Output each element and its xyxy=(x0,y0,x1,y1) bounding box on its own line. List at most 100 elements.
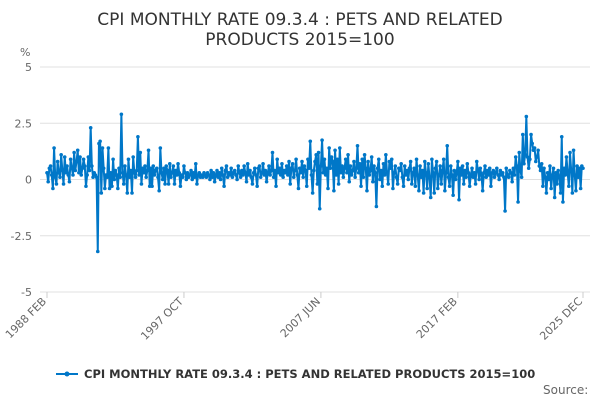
data-point[interactable] xyxy=(394,175,399,180)
data-point[interactable] xyxy=(45,170,49,175)
data-point[interactable] xyxy=(395,182,400,186)
data-point[interactable] xyxy=(296,186,301,191)
data-point[interactable] xyxy=(353,175,357,180)
data-point[interactable] xyxy=(376,157,381,162)
data-point[interactable] xyxy=(175,173,179,177)
data-point[interactable] xyxy=(230,175,235,180)
data-point[interactable] xyxy=(204,175,209,180)
data-point[interactable] xyxy=(306,157,310,162)
data-point[interactable] xyxy=(116,186,120,191)
data-point[interactable] xyxy=(438,164,442,168)
data-point[interactable] xyxy=(88,125,93,130)
data-point[interactable] xyxy=(440,168,445,173)
data-point[interactable] xyxy=(71,173,75,177)
data-point[interactable] xyxy=(433,166,438,171)
data-point[interactable] xyxy=(368,168,373,173)
data-point[interactable] xyxy=(563,173,568,177)
data-point[interactable] xyxy=(221,173,225,177)
data-point[interactable] xyxy=(262,173,267,177)
data-point[interactable] xyxy=(520,132,525,137)
data-point[interactable] xyxy=(111,157,115,162)
data-point[interactable] xyxy=(297,166,302,171)
data-point[interactable] xyxy=(361,175,366,180)
data-point[interactable] xyxy=(387,159,392,164)
data-point[interactable] xyxy=(410,182,414,186)
data-point[interactable] xyxy=(407,166,412,171)
data-point[interactable] xyxy=(137,173,141,177)
data-point[interactable] xyxy=(160,177,165,182)
data-point[interactable] xyxy=(336,182,341,186)
data-point[interactable] xyxy=(453,177,458,182)
data-point[interactable] xyxy=(243,170,248,175)
data-point[interactable] xyxy=(180,175,185,180)
data-point[interactable] xyxy=(341,175,346,180)
data-point[interactable] xyxy=(498,168,503,173)
data-point[interactable] xyxy=(401,184,406,189)
data-point[interactable] xyxy=(322,157,327,162)
data-point[interactable] xyxy=(437,173,441,177)
data-point[interactable] xyxy=(346,152,350,157)
data-point[interactable] xyxy=(526,166,531,171)
data-point[interactable] xyxy=(189,168,193,173)
data-point[interactable] xyxy=(461,182,466,186)
data-point[interactable] xyxy=(493,170,498,175)
data-point[interactable] xyxy=(275,157,280,162)
data-point[interactable] xyxy=(518,168,523,173)
data-point[interactable] xyxy=(236,164,241,168)
data-point[interactable] xyxy=(46,179,50,184)
data-point[interactable] xyxy=(65,164,69,168)
data-point[interactable] xyxy=(373,170,378,175)
data-point[interactable] xyxy=(193,161,198,166)
data-point[interactable] xyxy=(49,173,54,177)
data-point[interactable] xyxy=(556,168,561,173)
data-point[interactable] xyxy=(356,170,361,175)
data-point[interactable] xyxy=(252,166,257,171)
data-point[interactable] xyxy=(448,164,453,168)
data-point[interactable] xyxy=(51,186,55,191)
data-point[interactable] xyxy=(73,168,78,173)
data-point[interactable] xyxy=(267,164,271,168)
data-point[interactable] xyxy=(524,114,529,119)
data-point[interactable] xyxy=(535,155,539,159)
data-point[interactable] xyxy=(444,170,448,175)
data-point[interactable] xyxy=(184,177,189,182)
data-point[interactable] xyxy=(491,168,496,173)
data-point[interactable] xyxy=(156,175,160,180)
data-point[interactable] xyxy=(548,164,552,168)
data-point[interactable] xyxy=(81,157,86,162)
data-point[interactable] xyxy=(136,134,140,139)
data-point[interactable] xyxy=(503,209,507,213)
data-point[interactable] xyxy=(224,164,229,168)
data-point[interactable] xyxy=(581,166,585,171)
data-point[interactable] xyxy=(345,170,349,175)
data-point[interactable] xyxy=(487,166,492,171)
data-point[interactable] xyxy=(343,157,348,162)
data-point[interactable] xyxy=(372,164,376,168)
data-point[interactable] xyxy=(232,168,237,173)
data-point[interactable] xyxy=(118,175,122,180)
data-point[interactable] xyxy=(162,166,166,171)
data-point[interactable] xyxy=(242,164,246,168)
data-point[interactable] xyxy=(544,191,549,195)
data-point[interactable] xyxy=(576,175,581,180)
data-point[interactable] xyxy=(171,164,176,168)
data-point[interactable] xyxy=(64,170,68,175)
data-point[interactable] xyxy=(188,173,192,177)
data-point[interactable] xyxy=(260,170,264,175)
data-point[interactable] xyxy=(60,168,65,173)
data-point[interactable] xyxy=(144,175,148,180)
data-point[interactable] xyxy=(248,168,252,173)
data-point[interactable] xyxy=(350,168,355,173)
data-point[interactable] xyxy=(552,195,557,200)
data-point[interactable] xyxy=(182,164,186,168)
data-point[interactable] xyxy=(550,173,555,177)
data-point[interactable] xyxy=(471,175,476,180)
data-point[interactable] xyxy=(90,164,94,168)
data-point[interactable] xyxy=(402,164,407,168)
data-point[interactable] xyxy=(169,175,173,180)
data-point[interactable] xyxy=(404,173,408,177)
data-point[interactable] xyxy=(80,166,85,171)
data-point[interactable] xyxy=(575,164,579,168)
data-point[interactable] xyxy=(411,170,415,175)
data-point[interactable] xyxy=(103,186,107,191)
